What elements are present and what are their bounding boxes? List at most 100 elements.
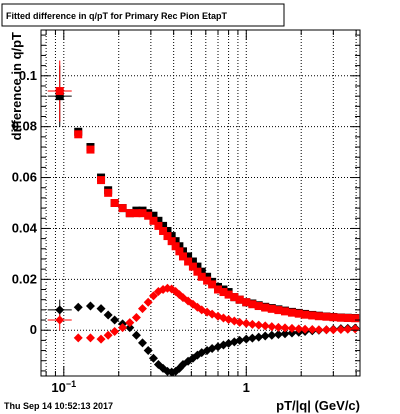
data-point-square xyxy=(188,257,197,266)
data-point-square xyxy=(167,237,176,246)
data-point-square xyxy=(74,130,83,139)
data-point-square xyxy=(144,211,153,220)
data-point-square xyxy=(314,312,323,321)
data-point-diamond xyxy=(125,323,135,333)
x-axis-label: pT/|q| (GeV/c) xyxy=(276,398,360,413)
x-tick-label: 10−1 xyxy=(51,379,76,395)
data-point-square xyxy=(149,211,158,220)
data-point-square xyxy=(261,303,270,312)
data-point-square xyxy=(178,252,187,261)
data-point-diamond xyxy=(138,338,148,348)
data-point-square xyxy=(159,221,168,230)
data-point-square xyxy=(171,242,180,251)
data-point-diamond xyxy=(85,333,95,343)
data-point-diamond xyxy=(287,328,297,338)
data-point-diamond xyxy=(235,335,245,345)
data-point-diamond xyxy=(148,353,158,363)
data-point-diamond xyxy=(267,322,277,332)
x-tick-label: 1 xyxy=(243,380,250,395)
data-point-diamond xyxy=(73,333,83,343)
data-point-diamond xyxy=(273,330,283,340)
plot-frame xyxy=(40,29,361,377)
data-point-diamond xyxy=(138,304,148,314)
axis-ticks: 0 0.02 0.04 0.06 0.08 0.1 10−1 1 xyxy=(12,30,360,395)
y-tick-label: 0.1 xyxy=(19,68,37,83)
data-point-diamond xyxy=(247,319,257,329)
data-point-diamond xyxy=(235,317,245,327)
data-point-diamond xyxy=(143,297,153,307)
data-point-diamond xyxy=(73,302,83,312)
data-point-diamond xyxy=(85,301,95,311)
data-point-diamond xyxy=(328,325,338,335)
data-point-square xyxy=(280,307,289,316)
y-tick-label: 0.04 xyxy=(12,220,38,235)
data-point-diamond xyxy=(300,324,310,334)
data-point-square xyxy=(154,221,163,230)
data-point-diamond xyxy=(280,329,290,339)
data-point-diamond xyxy=(148,291,158,301)
data-point-diamond xyxy=(336,324,346,334)
data-point-square xyxy=(219,288,228,297)
data-point-diamond xyxy=(125,318,135,328)
data-point-square xyxy=(267,304,276,313)
data-point-diamond xyxy=(110,315,120,325)
data-point-square xyxy=(287,308,296,317)
data-point-square xyxy=(274,306,283,315)
y-tick-label: 0 xyxy=(30,322,37,337)
data-point-diamond xyxy=(280,323,290,333)
data-point-diamond xyxy=(287,323,297,333)
data-point-diamond xyxy=(343,324,353,334)
data-point-square xyxy=(138,209,147,218)
data-point-diamond xyxy=(247,333,257,343)
data-point-square xyxy=(322,312,331,321)
data-point-square xyxy=(230,293,239,302)
grid-lines xyxy=(41,30,360,376)
y-axis-label: difference in q/pT xyxy=(9,32,24,140)
data-point-square xyxy=(118,204,127,213)
data-point-square xyxy=(235,295,244,304)
series-1 xyxy=(55,87,360,323)
data-point-square xyxy=(248,300,257,309)
data-point-square xyxy=(104,188,113,197)
chart-title-box xyxy=(1,3,285,27)
data-point-square xyxy=(132,209,141,218)
data-point-diamond xyxy=(254,320,264,330)
data-point-square xyxy=(254,302,263,311)
data-point-diamond xyxy=(103,330,113,340)
data-point-square xyxy=(224,290,233,299)
data-point-square xyxy=(125,209,134,218)
data-point-diamond xyxy=(110,326,120,336)
data-point-diamond xyxy=(103,310,113,320)
data-point-square xyxy=(184,257,193,266)
data-point-diamond xyxy=(241,334,251,344)
data-point-square xyxy=(351,314,360,323)
data-point-diamond xyxy=(260,331,270,341)
y-tick-label: 0.06 xyxy=(12,170,37,185)
data-point-diamond xyxy=(96,304,106,314)
data-point-square xyxy=(55,92,64,101)
data-point-square xyxy=(154,216,163,225)
data-point-diamond xyxy=(350,324,360,334)
data-point-square xyxy=(55,87,64,96)
data-point-square xyxy=(97,176,106,185)
data-point-square xyxy=(110,199,119,207)
data-point-square xyxy=(329,313,338,322)
data-point-square xyxy=(214,285,223,294)
data-point-diamond xyxy=(314,325,324,335)
data-point-square xyxy=(159,226,168,235)
data-point-square xyxy=(343,313,352,322)
timestamp: Thu Sep 14 10:52:13 2017 xyxy=(4,401,113,411)
data-point-square xyxy=(184,252,193,261)
data-point-square xyxy=(301,310,310,319)
y-tick-label: 0.08 xyxy=(12,119,37,134)
data-point-diamond xyxy=(273,322,283,332)
data-point-square xyxy=(167,232,176,241)
data-point-square xyxy=(149,216,158,225)
data-point-square xyxy=(308,311,317,320)
data-point-diamond xyxy=(321,325,331,335)
series-3 xyxy=(55,283,360,344)
data-point-square xyxy=(193,267,202,276)
data-point-diamond xyxy=(294,324,304,334)
data-point-diamond xyxy=(131,330,141,340)
